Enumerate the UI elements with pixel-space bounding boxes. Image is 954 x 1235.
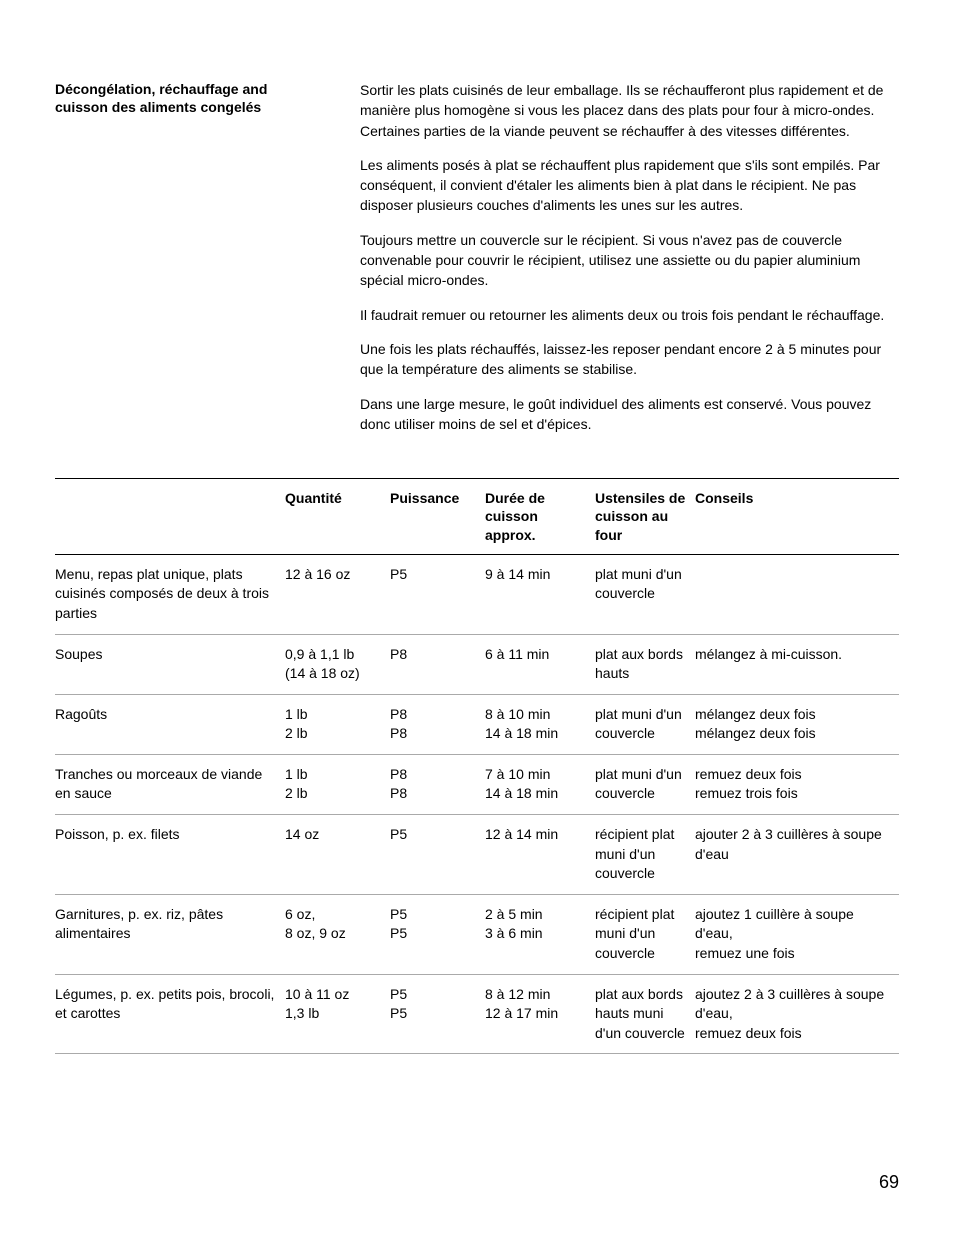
table-cell: P5P5: [390, 974, 485, 1054]
table-cell: plat muni d'un couvercle: [595, 754, 695, 814]
paragraph: Les aliments posés à plat se réchauffent…: [360, 155, 899, 216]
col-header-duration: Durée de cuisson approx.: [485, 479, 595, 555]
table-cell: [695, 554, 899, 634]
table-cell: P8P8: [390, 694, 485, 754]
table-row: Légumes, p. ex. petits pois, brocoli, et…: [55, 974, 899, 1054]
table-cell: plat aux bords hauts: [595, 634, 695, 694]
table-row: Ragoûts1 lb2 lbP8P88 à 10 min14 à 18 min…: [55, 694, 899, 754]
table-cell: P5: [390, 554, 485, 634]
cooking-table: Quantité Puissance Durée de cuisson appr…: [55, 478, 899, 1054]
paragraph: Toujours mettre un couvercle sur le réci…: [360, 230, 899, 291]
table-cell: 6 oz,8 oz, 9 oz: [285, 894, 390, 974]
table-cell: Poisson, p. ex. filets: [55, 815, 285, 895]
table-row: Poisson, p. ex. filets14 ozP512 à 14 min…: [55, 815, 899, 895]
table-cell: 6 à 11 min: [485, 634, 595, 694]
col-header-quantity: Quantité: [285, 479, 390, 555]
table-row: Tranches ou morceaux de viande en sauce1…: [55, 754, 899, 814]
table-body: Menu, repas plat unique, plats cuisinés …: [55, 554, 899, 1054]
table-cell: 8 à 12 min12 à 17 min: [485, 974, 595, 1054]
table-cell: ajouter 2 à 3 cuillères à soupe d'eau: [695, 815, 899, 895]
table-cell: récipient plat muni d'un couvercle: [595, 815, 695, 895]
table-cell: ajoutez 2 à 3 cuillères à soupe d'eau,re…: [695, 974, 899, 1054]
table-cell: récipient plat muni d'un couvercle: [595, 894, 695, 974]
table-cell: P8P8: [390, 754, 485, 814]
table-cell: 14 oz: [285, 815, 390, 895]
paragraph: Dans une large mesure, le goût individue…: [360, 394, 899, 435]
table-cell: 1 lb2 lb: [285, 754, 390, 814]
table-cell: 1 lb2 lb: [285, 694, 390, 754]
table-cell: ajoutez 1 cuillère à soupe d'eau,remuez …: [695, 894, 899, 974]
section-heading: Décongélation, réchauffage and cuisson d…: [55, 80, 320, 116]
table-cell: Menu, repas plat unique, plats cuisinés …: [55, 554, 285, 634]
table-cell: Garnitures, p. ex. riz, pâtes alimentair…: [55, 894, 285, 974]
table-cell: 0,9 à 1,1 lb(14 à 18 oz): [285, 634, 390, 694]
table-row: Garnitures, p. ex. riz, pâtes alimentair…: [55, 894, 899, 974]
table-cell: remuez deux foisremuez trois fois: [695, 754, 899, 814]
table-cell: 8 à 10 min14 à 18 min: [485, 694, 595, 754]
paragraph: Sortir les plats cuisinés de leur emball…: [360, 80, 899, 141]
table-row: Soupes0,9 à 1,1 lb(14 à 18 oz)P86 à 11 m…: [55, 634, 899, 694]
table-cell: Légumes, p. ex. petits pois, brocoli, et…: [55, 974, 285, 1054]
table-cell: 7 à 10 min14 à 18 min: [485, 754, 595, 814]
table-cell: plat muni d'un couvercle: [595, 554, 695, 634]
table-cell: 12 à 14 min: [485, 815, 595, 895]
table-header-row: Quantité Puissance Durée de cuisson appr…: [55, 479, 899, 555]
table-cell: P5P5: [390, 894, 485, 974]
table-cell: 2 à 5 min3 à 6 min: [485, 894, 595, 974]
heading-column: Décongélation, réchauffage and cuisson d…: [55, 80, 320, 448]
table-cell: Soupes: [55, 634, 285, 694]
table-cell: P8: [390, 634, 485, 694]
paragraph: Il faudrait remuer ou retourner les alim…: [360, 305, 899, 325]
col-header-item: [55, 479, 285, 555]
table-cell: plat muni d'un couvercle: [595, 694, 695, 754]
page-number: 69: [879, 1170, 899, 1195]
table-row: Menu, repas plat unique, plats cuisinés …: [55, 554, 899, 634]
paragraphs-column: Sortir les plats cuisinés de leur emball…: [360, 80, 899, 448]
col-header-power: Puissance: [390, 479, 485, 555]
col-header-tips: Conseils: [695, 479, 899, 555]
table-cell: mélangez deux foismélangez deux fois: [695, 694, 899, 754]
col-header-utensils: Ustensiles de cuisson au four: [595, 479, 695, 555]
intro-section: Décongélation, réchauffage and cuisson d…: [55, 80, 899, 448]
table-cell: P5: [390, 815, 485, 895]
table-cell: 12 à 16 oz: [285, 554, 390, 634]
table-cell: mélangez à mi-cuisson.: [695, 634, 899, 694]
table-cell: plat aux bords hauts muni d'un couvercle: [595, 974, 695, 1054]
table-cell: Tranches ou morceaux de viande en sauce: [55, 754, 285, 814]
paragraph: Une fois les plats réchauffés, laissez-l…: [360, 339, 899, 380]
table-cell: Ragoûts: [55, 694, 285, 754]
table-cell: 10 à 11 oz1,3 lb: [285, 974, 390, 1054]
table-cell: 9 à 14 min: [485, 554, 595, 634]
